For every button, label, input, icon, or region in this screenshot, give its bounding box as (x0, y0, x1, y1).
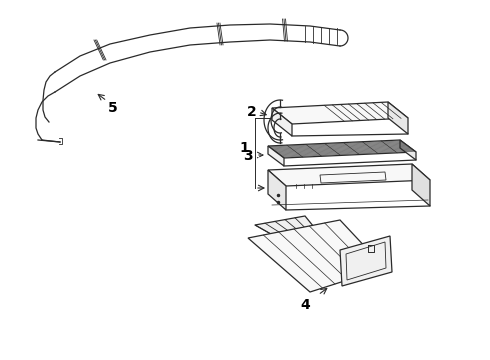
Polygon shape (272, 102, 408, 124)
Polygon shape (388, 102, 408, 134)
Text: 5: 5 (108, 101, 118, 115)
Text: 2: 2 (247, 105, 257, 119)
Text: 3: 3 (243, 149, 253, 163)
Polygon shape (268, 140, 416, 158)
Polygon shape (255, 216, 318, 242)
Polygon shape (268, 164, 430, 186)
Text: 4: 4 (300, 298, 310, 312)
Polygon shape (400, 140, 416, 160)
Polygon shape (268, 146, 284, 166)
Polygon shape (248, 220, 385, 292)
Polygon shape (272, 108, 292, 136)
Polygon shape (268, 170, 286, 210)
Polygon shape (340, 236, 392, 286)
Text: 1: 1 (239, 141, 249, 155)
Polygon shape (412, 164, 430, 206)
